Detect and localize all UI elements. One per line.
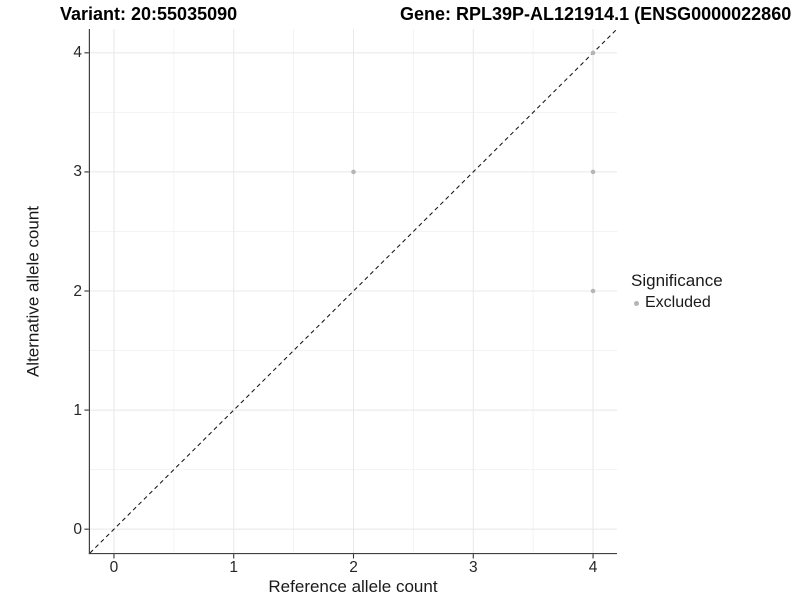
x-tick-label: 1 [229,559,239,576]
y-tick-label: 1 [73,401,82,419]
x-tick-label: 0 [109,559,119,576]
data-point [590,50,596,56]
excluded-point-swatch [634,300,639,306]
y-tick-label: 4 [73,44,82,62]
identity-reference-line [89,28,618,554]
variant-title: Variant: 20:55035090 [60,4,238,24]
x-tick-label: 2 [349,559,358,576]
data-point [590,288,596,294]
legend: Significance Excluded [631,271,723,312]
legend-item-label: Excluded [645,294,711,311]
data-point [590,169,596,175]
gene-title: Gene: RPL39P-AL121914.1 (ENSG0000022860 [400,4,792,24]
legend-item-excluded: Excluded [631,294,723,312]
data-point [351,169,356,175]
x-tick-label: 4 [588,559,598,576]
x-tick-label: 3 [468,559,478,576]
y-tick-label: 2 [73,282,82,300]
legend-title: Significance [631,271,723,290]
y-tick-label: 3 [73,163,82,181]
x-axis-title: Reference allele count [268,577,438,596]
y-tick-label: 0 [73,520,82,538]
